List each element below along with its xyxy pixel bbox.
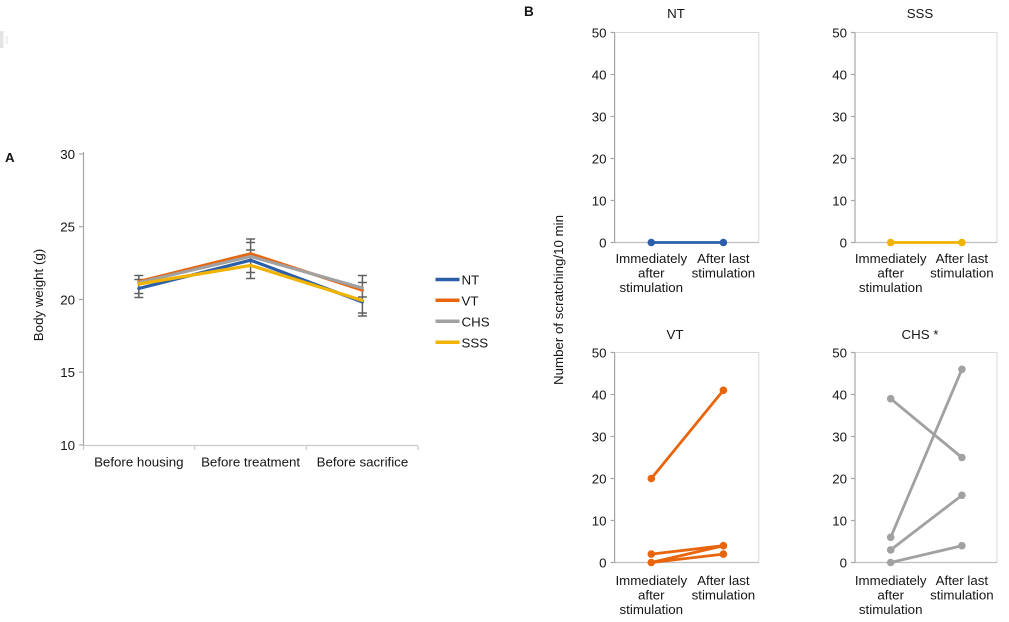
svg-text:0: 0 [840,556,847,571]
svg-text:CHS: CHS [462,314,490,329]
svg-text:30: 30 [832,430,847,445]
svg-text:B: B [524,4,534,19]
svg-text:NT: NT [667,6,685,21]
svg-text:10: 10 [60,438,75,453]
svg-text:50: 50 [832,26,847,41]
svg-text:After last: After last [936,251,989,266]
svg-text:Immediately: Immediately [615,251,687,266]
svg-text:Before treatment: Before treatment [201,455,300,470]
svg-text:Body weight (g): Body weight (g) [31,249,46,341]
svg-text:stimulation: stimulation [930,266,994,281]
svg-text:30: 30 [832,110,847,125]
svg-text:after: after [877,588,904,603]
svg-text:VT: VT [462,293,479,308]
svg-text:50: 50 [592,26,607,41]
svg-text:After last: After last [697,251,750,266]
svg-text:Immediately: Immediately [855,251,927,266]
svg-text:NT: NT [462,273,480,288]
svg-text:stimulation: stimulation [930,588,994,603]
svg-text:after: after [638,588,665,603]
svg-text:50: 50 [832,346,847,361]
svg-text:After last: After last [697,573,750,588]
svg-text:10: 10 [592,514,607,529]
svg-text:40: 40 [832,68,847,83]
svg-text:40: 40 [592,388,607,403]
svg-text:after: after [877,266,904,281]
svg-text:stimulation: stimulation [620,280,684,295]
svg-text:20: 20 [592,152,607,167]
svg-text:10: 10 [832,514,847,529]
svg-text:20: 20 [832,152,847,167]
svg-text:After last: After last [936,573,989,588]
svg-text:stimulation: stimulation [859,280,923,295]
svg-text:SSS: SSS [907,6,934,21]
svg-text:30: 30 [60,147,75,162]
svg-text:20: 20 [592,472,607,487]
svg-text:10: 10 [592,194,607,209]
svg-text:0: 0 [599,556,606,571]
svg-text:CHS *: CHS * [902,327,939,342]
svg-text:Before sacrifice: Before sacrifice [317,455,409,470]
svg-text:Number of scratching/10 min: Number of scratching/10 min [551,215,566,385]
svg-text:40: 40 [592,68,607,83]
svg-text:20: 20 [832,472,847,487]
svg-text:50: 50 [592,346,607,361]
svg-text:Immediately: Immediately [615,573,687,588]
svg-text:0: 0 [599,236,606,251]
svg-text:VT: VT [667,327,684,342]
svg-text:SSS: SSS [462,335,489,350]
svg-text:after: after [638,266,665,281]
svg-text:stimulation: stimulation [692,588,756,603]
svg-text:10: 10 [832,194,847,209]
svg-text:40: 40 [832,388,847,403]
svg-text:stimulation: stimulation [620,602,684,617]
svg-text:stimulation: stimulation [859,602,923,617]
svg-text:25: 25 [60,220,75,235]
svg-text:A: A [5,150,15,165]
svg-text:15: 15 [60,365,75,380]
svg-text:20: 20 [60,293,75,308]
svg-text:30: 30 [592,110,607,125]
svg-text:Before housing: Before housing [94,455,183,470]
svg-text:stimulation: stimulation [692,266,756,281]
svg-text:30: 30 [592,430,607,445]
svg-text:0: 0 [840,236,847,251]
svg-text:Immediately: Immediately [855,573,927,588]
